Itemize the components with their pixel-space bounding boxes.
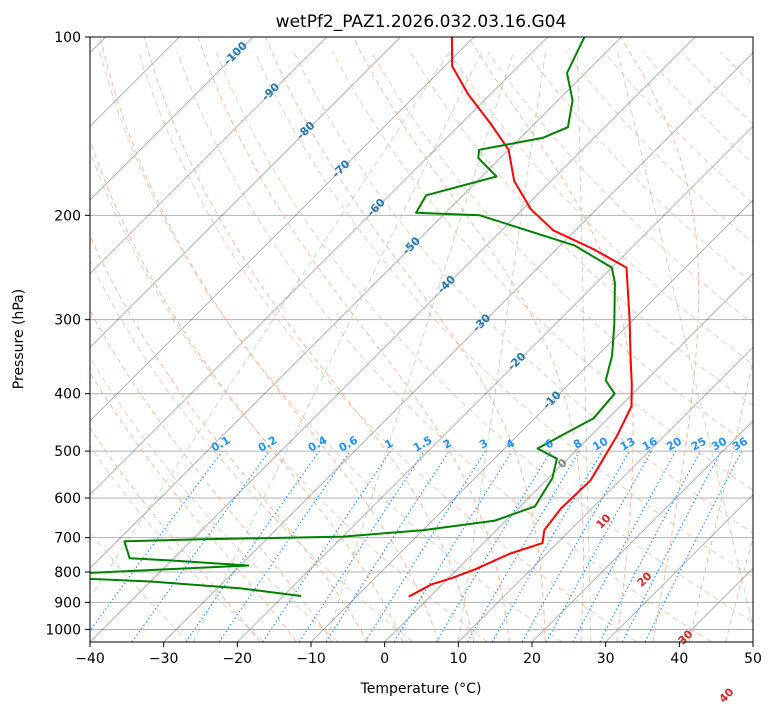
- moist-adiabat: [352, 37, 584, 642]
- isotherm-line: [90, 37, 328, 275]
- x-tick-label: −20: [223, 651, 253, 667]
- mixing-ratio-line: [262, 450, 392, 642]
- moist-adiabat: [90, 234, 369, 642]
- reference-curve: [325, 51, 514, 642]
- x-tick-label: 10: [449, 651, 467, 667]
- isotherm-line: [605, 493, 753, 642]
- y-tick-label: 900: [54, 595, 81, 611]
- sounding-series: [90, 37, 633, 598]
- dry-adiabat: [90, 259, 414, 642]
- moist-adiabat: [90, 138, 404, 642]
- dry-adiabat: [99, 51, 563, 642]
- moist-adiabat: [265, 37, 546, 642]
- x-axis-label: Temperature (°C): [360, 681, 482, 697]
- x-tick-label: 40: [670, 651, 688, 667]
- isotherm-line: [90, 37, 696, 642]
- moist-adiabat: [90, 371, 297, 642]
- isotherm-line: [90, 37, 254, 201]
- mixing-ratio-line: [393, 450, 513, 642]
- reference-curve: [457, 51, 546, 642]
- y-tick-label: 500: [54, 444, 81, 460]
- isotherm-line: [236, 125, 753, 642]
- y-tick-label: 800: [54, 565, 81, 581]
- reference-curve: [577, 51, 592, 642]
- moist-adiabat: [99, 37, 439, 642]
- dry-adiabat: [90, 445, 264, 642]
- isotherm-line: [90, 37, 401, 349]
- y-tick-label: 600: [54, 491, 81, 507]
- mixing-ratio-line: [545, 450, 653, 642]
- y-tick-label: 700: [54, 531, 81, 547]
- chart-title: wetPf2_PAZ1.2026.032.03.16.G04: [276, 12, 567, 32]
- moist-adiabat: [143, 37, 475, 642]
- reference-curve: [192, 51, 482, 642]
- isotherm-line: [163, 51, 753, 642]
- dry-adiabat: [176, 51, 712, 642]
- dry-adiabat: [370, 51, 753, 449]
- dry-adiabat: [293, 51, 753, 534]
- y-tick-label: 300: [54, 313, 81, 329]
- dry-adiabat: [332, 51, 753, 491]
- isotherm-line: [384, 272, 753, 642]
- x-tick-label: 30: [597, 651, 615, 667]
- reference-curve: [90, 51, 450, 599]
- mixing-ratio-line: [644, 450, 743, 642]
- y-tick-label: 100: [54, 30, 81, 46]
- mixing-ratio-line: [521, 450, 630, 642]
- dry-adiabat: [138, 51, 638, 642]
- mixing-ratio-line: [298, 450, 425, 642]
- reference-curve: [617, 51, 753, 629]
- dry-adiabat: [90, 150, 488, 642]
- mixing-ratio-line: [90, 450, 223, 632]
- x-tick-label: −40: [75, 651, 105, 667]
- y-axis: 100 200 300 400 500 600 700 800 900 1000: [45, 30, 90, 638]
- mixing-ratio-line: [325, 450, 450, 642]
- background-lines: [90, 37, 753, 642]
- moist-adiabat: [90, 426, 261, 642]
- dewpoint-line: [90, 37, 616, 597]
- dry-adiabat: [90, 355, 339, 642]
- mixing-ratio-line: [185, 450, 320, 642]
- dry-adiabat: [448, 51, 753, 366]
- dry-adiabat: [487, 51, 753, 325]
- y-tick-label: 400: [54, 387, 81, 403]
- mixing-ratio-line: [131, 450, 270, 642]
- mixing-ratio-line: [218, 450, 351, 642]
- x-tick-label: 50: [744, 651, 762, 667]
- isotherm-line: [90, 37, 622, 570]
- x-tick-label: −30: [149, 651, 179, 667]
- x-axis: −40 −30 −20 −10 0 10 20 30 40 50: [75, 642, 762, 667]
- isotherm-line: [90, 37, 549, 496]
- y-axis-label: Pressure (hPa): [11, 289, 27, 389]
- plot-frame: [89, 36, 754, 643]
- dry-adiabat: [409, 51, 753, 407]
- dry-adiabat: [215, 51, 753, 623]
- x-tick-label: −10: [296, 651, 326, 667]
- mixing-ratio-line: [572, 450, 677, 642]
- x-tick-label: 0: [380, 651, 389, 667]
- dry-adiabat: [254, 51, 753, 578]
- isotherm-line: [531, 420, 753, 642]
- x-tick-label: 20: [523, 651, 541, 667]
- isotherm-line: [90, 37, 475, 422]
- isotherm-line: [457, 346, 753, 642]
- y-tick-label: 1000: [45, 622, 81, 638]
- moist-adiabat: [619, 37, 700, 642]
- y-tick-label: 200: [54, 208, 81, 224]
